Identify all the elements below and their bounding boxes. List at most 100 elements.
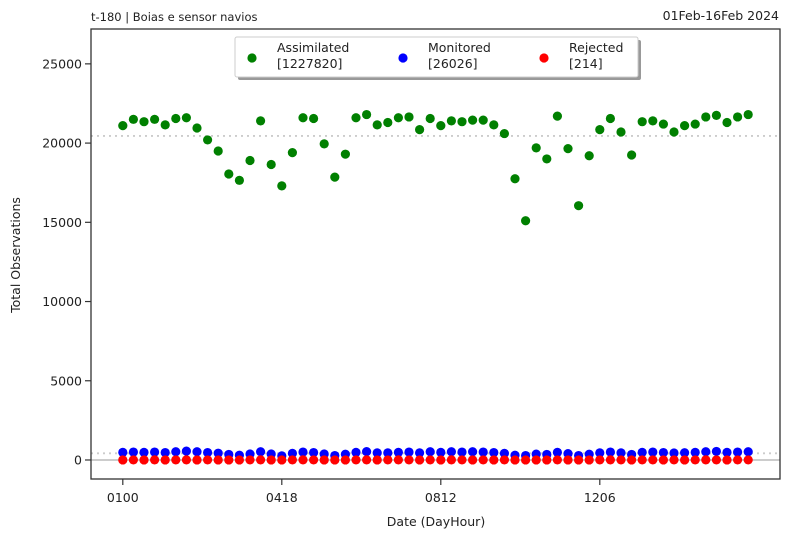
rejected-point [340,455,350,465]
rejected-point [128,455,138,465]
rejected-point [266,455,276,465]
legend-label-monitored: Monitored [428,40,491,55]
y-tick-label: 5000 [50,373,82,388]
rejected-point [478,455,488,465]
rejected-point [192,455,202,465]
rejected-point [309,455,319,465]
monitored-point [468,447,478,457]
monitored-point [595,448,605,458]
rejected-point [224,455,234,465]
rejected-point [436,455,446,465]
assimilated-point [637,117,647,127]
assimilated-point [489,120,499,130]
assimilated-point [181,113,191,123]
rejected-point [669,455,679,465]
rejected-point [457,455,467,465]
plot-frame [90,28,781,480]
assimilated-point [404,112,414,122]
rejected-point [531,455,541,465]
monitored-point [362,446,372,457]
monitored-point [404,447,414,457]
rejected-point [330,455,340,465]
assimilated-point [701,112,711,122]
assimilated-point [595,125,605,135]
monitored-point [457,447,467,457]
assimilated-point [340,149,350,159]
assimilated-point [658,119,669,129]
legend-marker-monitored [398,53,408,63]
plot-area: 0 5000 10000 15000 20000 25000 0100 0418 0812 120… [42,28,781,505]
rejected-point [372,455,382,465]
rejected-point [351,455,361,465]
rejected-point [362,455,372,465]
rejected-point [637,455,647,465]
assimilated-point [425,113,435,124]
rejected-point [468,455,478,465]
assimilated-point [277,181,287,191]
rejected-point [446,455,456,465]
assimilated-point [245,155,255,166]
assimilated-point [309,113,319,124]
assimilated-point [478,115,488,125]
monitored-point [680,448,690,458]
assimilated-point [415,125,425,135]
assimilated-point [521,216,531,226]
monitored-point [213,448,223,458]
assimilated-point [711,110,722,120]
y-axis-label: Total Observations [8,197,23,314]
monitored-point [446,447,456,457]
rejected-point [563,455,573,465]
x-tick-label: 0418 [266,490,298,505]
rejected-point [287,455,297,465]
y-tick-label: 0 [74,452,82,467]
rejected-point [595,455,605,465]
assimilated-point [234,175,244,185]
rejected-point [521,455,531,465]
assimilated-point [552,111,563,121]
monitored-point [139,447,149,457]
assimilated-point [203,135,213,145]
rejected-point [743,455,753,465]
rejected-point [393,455,403,465]
rejected-point [425,455,435,465]
monitored-point [616,448,626,458]
monitored-point [298,447,308,457]
monitored-point [499,448,509,458]
rejected-point [234,455,244,465]
rejected-point [245,455,255,465]
assimilated-point [298,113,308,123]
rejected-point [150,455,160,465]
assimilated-point [690,119,700,129]
y-tick-label: 20000 [42,136,82,151]
rejected-point [404,455,414,465]
assimilated-point [330,172,340,182]
legend [234,36,639,78]
rejected-point [510,455,520,465]
rejected-point [383,455,393,465]
rejected-point [701,455,711,465]
y-tick-label: 15000 [42,215,82,230]
rejected-point [171,455,181,465]
assimilated-point [510,174,520,184]
assimilated-point [733,112,743,122]
monitored-point [701,447,711,457]
assimilated-point [128,114,138,124]
rejected-point [658,455,669,465]
monitored-point [669,448,679,458]
assimilated-point [584,151,594,161]
assimilated-point [287,147,297,158]
rejected-point [256,455,266,465]
rejected-point [542,455,552,465]
assimilated-point [669,127,679,137]
rejected-point [181,455,191,465]
assimilated-point [118,121,128,131]
rejected-point [499,455,509,465]
rejected-point [118,455,128,465]
rejected-point [616,455,626,465]
monitored-point [690,447,700,457]
rejected-point [552,455,563,465]
rejected-point [298,455,308,465]
assimilated-point [150,114,160,124]
monitored-point [128,447,138,457]
